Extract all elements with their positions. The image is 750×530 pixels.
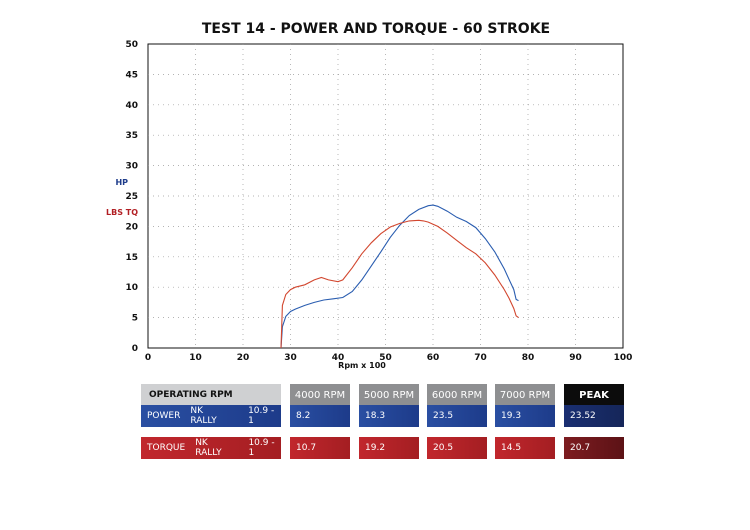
y-tick-label: 30: [125, 162, 138, 172]
y-tick-label: 15: [125, 253, 138, 263]
chart-title: TEST 14 - POWER AND TORQUE - 60 STROKE: [202, 21, 550, 37]
header-7000-rpm: 7000 RPM: [495, 384, 555, 406]
power-row-label: POWER NK RALLY 10.9 - 1: [141, 405, 281, 427]
torque-peak: 20.7: [564, 437, 624, 459]
torque-row-label: TORQUE NK RALLY 10.9 - 1: [141, 437, 281, 459]
x-tick-label: 40: [332, 353, 345, 363]
y-tick-label: 35: [125, 131, 138, 141]
power-5000: 18.3: [359, 405, 419, 427]
x-tick-label: 100: [614, 353, 633, 363]
power-6000: 23.5: [427, 405, 487, 427]
header-peak: PEAK: [564, 384, 624, 406]
x-tick-label: 80: [522, 353, 535, 363]
chart-grid: [148, 44, 623, 348]
power-label: POWER: [147, 411, 181, 421]
torque-5000: 19.2: [359, 437, 419, 459]
x-tick-label: 50: [379, 353, 392, 363]
series-line-torque: [280, 219, 519, 349]
power-4000: 8.2: [290, 405, 350, 427]
y-tick-label: 50: [125, 40, 138, 50]
power-7000: 19.3: [495, 405, 555, 427]
y-tick-label: 25: [125, 192, 138, 202]
x-tick-label: 70: [474, 353, 487, 363]
y-tick-label: 0: [132, 344, 138, 354]
x-tick-label: 20: [237, 353, 250, 363]
power-ratio: 10.9 - 1: [248, 406, 275, 426]
series-line-power: [280, 204, 519, 349]
y-tick-label: 10: [125, 283, 138, 293]
torque-label: TORQUE: [147, 443, 186, 453]
y-tick-label: 5: [132, 314, 138, 324]
torque-ratio: 10.9 - 1: [248, 438, 275, 458]
power-brand: NK RALLY: [190, 406, 217, 426]
x-tick-label: 0: [145, 353, 151, 363]
header-operating-rpm: OPERATING RPM: [141, 384, 281, 406]
torque-4000: 10.7: [290, 437, 350, 459]
y-tick-label: 45: [125, 70, 138, 80]
x-axis-label: Rpm x 100: [338, 361, 386, 370]
chart-series: [280, 204, 519, 349]
x-tick-label: 60: [427, 353, 440, 363]
torque-7000: 14.5: [495, 437, 555, 459]
x-tick-label: 90: [569, 353, 582, 363]
power-peak: 23.52: [564, 405, 624, 427]
x-axis-ticks: 0 10 20 30 40 50 60 70 80 90 100: [145, 353, 633, 363]
y-axis-label-hp: HP: [115, 178, 128, 187]
y-tick-label: 20: [125, 222, 138, 232]
x-tick-label: 10: [189, 353, 202, 363]
header-4000-rpm: 4000 RPM: [290, 384, 350, 406]
header-5000-rpm: 5000 RPM: [359, 384, 419, 406]
torque-6000: 20.5: [427, 437, 487, 459]
y-axis-label-torque: LBS TQ: [106, 208, 138, 217]
y-axis-ticks: 0 5 10 15 20 25 30 35 40 45 50: [125, 40, 138, 354]
x-tick-label: 30: [284, 353, 297, 363]
torque-brand: NK RALLY: [195, 438, 222, 458]
y-tick-label: 40: [125, 101, 138, 111]
header-6000-rpm: 6000 RPM: [427, 384, 487, 406]
